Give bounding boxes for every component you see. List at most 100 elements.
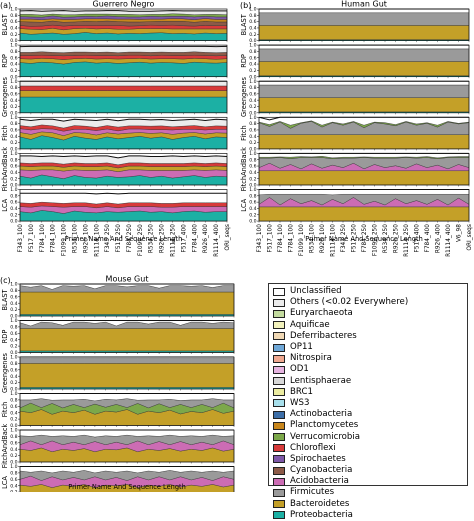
legend-item: Nitrospira (273, 353, 463, 364)
area-unclassified (259, 9, 469, 13)
legend-swatch (273, 433, 285, 441)
legend-swatch (273, 299, 285, 307)
y-tick-label: 1.0 (249, 7, 256, 13)
legend-swatch (273, 489, 285, 497)
y-tick-label: 0.8 (10, 121, 17, 127)
legend-label: Others (<0.02 Everywhere) (290, 297, 408, 308)
y-tick-label: 0.2 (10, 212, 17, 218)
y-tick-label: 0.2 (10, 104, 17, 110)
y-tick-label: 0.6 (10, 440, 17, 446)
x-tick-label: ORI_seqs (467, 224, 473, 251)
legend-label: Proteobacteria (290, 510, 353, 521)
y-tick-label: 1.0 (10, 391, 17, 397)
y-tick-label: 0.6 (10, 294, 17, 300)
area-bacteroidetes (259, 98, 469, 112)
row-label: FitchAndBack (1, 147, 9, 192)
y-tick-label: 1.0 (10, 428, 17, 434)
x-tick-label: R926_400 (203, 224, 209, 253)
legend-label: WS3 (290, 398, 309, 409)
legend-swatch (273, 467, 285, 475)
legend-swatch (273, 388, 285, 396)
y-tick-label: 0.4 (10, 447, 17, 453)
x-tick-label: V6_98 (457, 224, 463, 242)
legend-label: Chloroflexi (290, 443, 336, 454)
y-tick-label: 0.8 (249, 121, 256, 127)
x-tick-label: F784_100 (278, 224, 284, 253)
y-tick-label: 0.4 (10, 206, 17, 212)
legend-swatch (273, 377, 285, 385)
legend-label: BRC1 (290, 387, 313, 398)
x-tick-label: F784_100 (40, 224, 46, 253)
y-tick-label: 0.2 (249, 212, 256, 218)
legend-swatch (273, 366, 285, 374)
area-unclassified (20, 193, 227, 204)
row-label: FitchAndBack (240, 147, 248, 192)
legend-swatch (273, 288, 285, 296)
y-tick-label: 0.2 (10, 140, 17, 146)
y-tick-label: 0.8 (10, 398, 17, 404)
legend-item: Lentisphaerae (273, 376, 463, 387)
y-tick-label: 1.0 (10, 187, 17, 193)
y-tick-label: 0.8 (10, 85, 17, 91)
legend-item: Acidobacteria (273, 476, 463, 487)
y-tick-label: 1.0 (10, 151, 17, 157)
y-tick-label: 1.0 (10, 464, 17, 470)
y-tick-label: 0.6 (249, 164, 256, 170)
x-tick-label: F343_100 (18, 224, 24, 253)
y-tick-label: 0.6 (10, 91, 17, 97)
y-tick-label: 0.2 (10, 344, 17, 350)
x-tick-label: F784_400 (425, 224, 431, 253)
legend-label: Firmicutes (290, 487, 334, 498)
y-tick-label: 0.4 (10, 483, 17, 489)
area-bacteroidetes (259, 135, 469, 149)
legend-label: OP11 (290, 342, 313, 353)
y-tick-label: 1.0 (10, 43, 17, 49)
panel-title: Mouse Gut (106, 275, 149, 284)
legend-item: Proteobacteria (273, 510, 463, 521)
legend-item: Chloroflexi (273, 443, 463, 454)
y-tick-label: 0.4 (10, 301, 17, 307)
y-tick-label: 1.0 (249, 115, 256, 121)
y-tick-label: 0.0 (249, 219, 256, 225)
y-tick-label: 0.4 (249, 170, 256, 176)
y-tick-label: 0.4 (249, 98, 256, 104)
x-tick-label: F1099_100 (299, 224, 305, 256)
y-tick-label: 0.2 (249, 176, 256, 182)
y-tick-label: 0.6 (10, 55, 17, 61)
legend-label: Unclassified (290, 286, 342, 297)
y-tick-label: 1.0 (249, 43, 256, 49)
y-tick-label: 0.8 (10, 471, 17, 477)
legend-item: Spirochaetes (273, 454, 463, 465)
y-tick-label: 0.8 (249, 13, 256, 19)
legend-swatch (273, 332, 285, 340)
y-tick-label: 0.2 (10, 453, 17, 459)
area-bacteroidetes (20, 329, 234, 351)
area-firmicutes (259, 13, 469, 26)
y-tick-label: 1.0 (10, 318, 17, 324)
y-tick-label: 0.8 (249, 157, 256, 163)
legend-swatch (273, 455, 285, 463)
area-bacteroidetes (20, 363, 234, 387)
row-label: Fitch (1, 402, 9, 418)
y-tick-label: 0.4 (249, 134, 256, 140)
y-tick-label: 0.6 (10, 367, 17, 373)
y-tick-label: 0.2 (249, 140, 256, 146)
legend-item: Firmicutes (273, 487, 463, 498)
legend-swatch (273, 444, 285, 452)
y-tick-label: 0.6 (10, 19, 17, 25)
row-label: BLAST (240, 13, 248, 35)
legend-item: Euryarchaeota (273, 308, 463, 319)
area-bacteroidetes (259, 207, 469, 221)
area-firmicutes (259, 85, 469, 98)
area-unclassified (259, 117, 469, 125)
area-proteobacteria (20, 62, 227, 77)
y-tick-label: 0.4 (10, 410, 17, 416)
y-tick-label: 0.2 (10, 307, 17, 313)
y-tick-label: 1.0 (10, 79, 17, 85)
y-tick-label: 0.0 (10, 219, 17, 225)
x-axis-title: Primer Name And Sequence Length (65, 235, 183, 243)
row-label: Fitch (240, 125, 248, 141)
y-tick-label: 0.8 (10, 434, 17, 440)
legend-swatch (273, 500, 285, 508)
row-label: RDP (240, 54, 248, 68)
